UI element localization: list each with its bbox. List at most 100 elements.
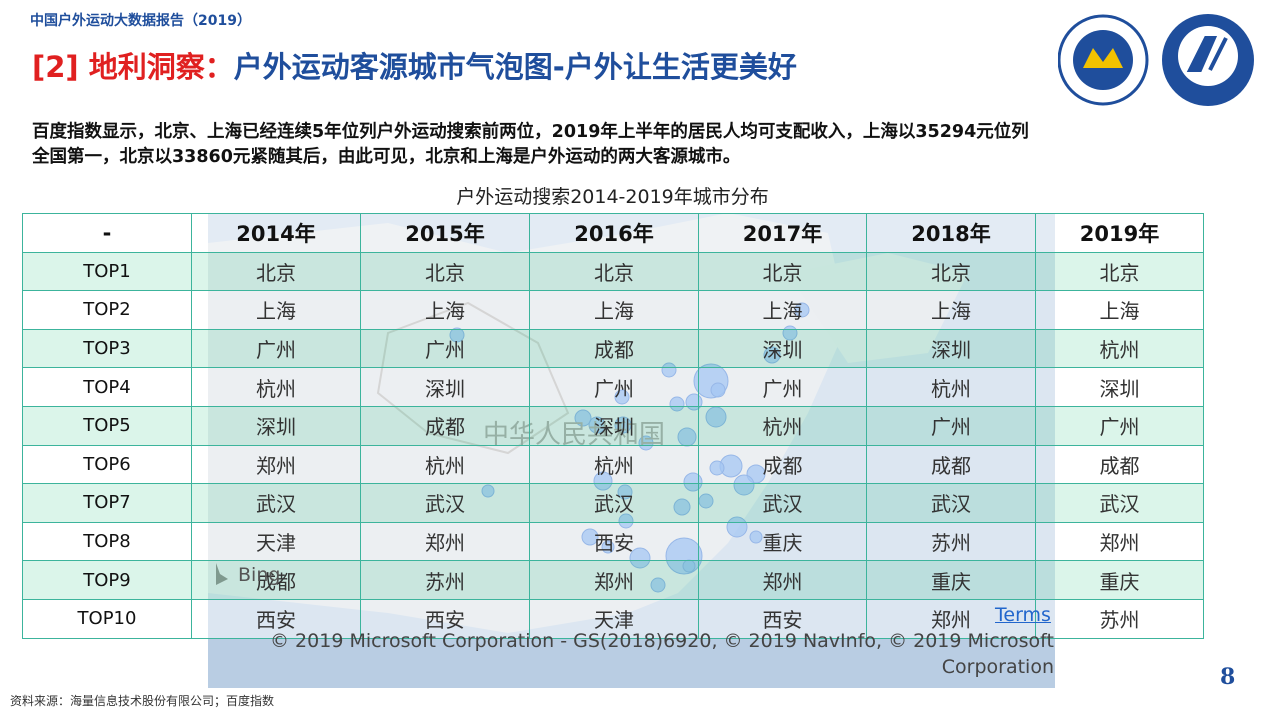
city-cell: 广州 [1035,405,1204,446]
map-terms[interactable]: Terms [995,604,1051,626]
table-row: TOP8 天津 郑州 西安 重庆 苏州 郑州 [22,521,1204,562]
city-cell: 上海 [191,290,361,330]
city-cell: 广州 [866,405,1036,446]
city-cell: 杭州 [191,367,361,407]
rank-cell: TOP5 [22,405,192,446]
city-cell: 武汉 [866,483,1036,523]
table-row: TOP9 成都 苏州 郑州 郑州 重庆 重庆 [22,560,1204,600]
city-cell: 郑州 [698,560,867,600]
logo-core [1073,30,1133,90]
city-cell: 北京 [360,251,530,292]
city-cell: 广州 [191,328,361,369]
city-cell: 深圳 [866,328,1036,369]
table-row: TOP4 杭州 深圳 广州 广州 杭州 深圳 [22,367,1204,407]
city-cell: 苏州 [1035,598,1204,639]
city-cell: 杭州 [698,405,867,446]
city-cell: 重庆 [866,560,1036,600]
city-cell: 杭州 [1035,328,1204,369]
report-label: 中国户外运动大数据报告（2019） [30,13,251,29]
city-cell: 郑州 [360,521,530,562]
city-cell: 郑州 [1035,521,1204,562]
city-cell: 杭州 [360,444,530,485]
city-cell: 北京 [1035,251,1204,292]
source-note: 资料来源：海量信息技术股份有限公司；百度指数 [10,694,275,708]
city-cell: 重庆 [698,521,867,562]
ranking-table: -2014年 2015年 2016年 2017年 2018年 2019年 TOP1 北京 北京北… [22,213,1204,639]
logo-mountain [1083,48,1123,68]
city-cell: 重庆 [1035,560,1204,600]
header-cell: 2014年 [191,213,361,253]
city-cell: 上海 [698,290,867,330]
rank-cell: TOP2 [22,290,192,330]
title-main: 户外运动客源城市气泡图-户外让生活更美好 [233,50,797,84]
city-cell: 天津 [529,598,699,639]
city-cell: 上海 [360,290,530,330]
city-cell: 成都 [191,560,361,600]
city-cell: 北京 [866,251,1036,292]
description-line: 全国第一，北京以33860元紧随其后，由此可见，北京和上海是户外运动的两大客源城… [32,147,741,167]
city-cell: 深圳 [360,367,530,407]
page-number: 8 [1220,664,1236,690]
rank-cell: TOP4 [22,367,192,407]
table-row: TOP10 西安 西安 天津 西安 郑州 苏州 [22,598,1204,639]
map-copyright: © 2019 Microsoft Corporation - GS(2018)6… [270,630,1054,652]
city-cell: 郑州 [866,598,1036,639]
city-cell: 天津 [191,521,361,562]
city-cell: 上海 [866,290,1036,330]
city-cell: 成都 [698,444,867,485]
city-cell: 深圳 [698,328,867,369]
city-cell: 广州 [529,367,699,407]
city-cell: 北京 [698,251,867,292]
header-cell: 2018年 [866,213,1036,253]
table-row: TOP5 深圳 成都 深圳 杭州 广州 广州 [22,405,1204,446]
rank-cell: TOP10 [22,598,192,639]
slide-title: [2] 地利洞察：户外运动客源城市气泡图-户外让生活更美好 [32,44,797,86]
city-cell: 成都 [866,444,1036,485]
map-copyright: Corporation [941,656,1054,678]
city-cell: 深圳 [1035,367,1204,407]
city-cell: 杭州 [866,367,1036,407]
header-cell: 2015年 [360,213,530,253]
city-cell: 成都 [1035,444,1204,485]
header-cell: 2019年 [1035,213,1204,253]
rank-cell: TOP1 [22,251,192,292]
rank-cell: TOP6 [22,444,192,485]
city-cell: 西安 [360,598,530,639]
city-cell: 深圳 [529,405,699,446]
city-cell: 苏州 [360,560,530,600]
city-cell: 北京 [191,251,361,292]
table-row: TOP3 广州 广州 成都 深圳 深圳 杭州 [22,328,1204,369]
city-cell: 武汉 [698,483,867,523]
city-cell: 上海 [529,290,699,330]
city-cell: 北京 [529,251,699,292]
city-cell: 西安 [698,598,867,639]
table-title: 户外运动搜索2014-2019年城市分布 [456,186,769,208]
city-cell: 武汉 [191,483,361,523]
header-cell: - [22,213,192,253]
city-cell: 成都 [529,328,699,369]
description-line: 百度指数显示，北京、上海已经连续5年位列户外运动搜索前两位，2019年上半年的居… [32,122,1029,142]
city-cell: 广州 [698,367,867,407]
map-provider: Bing [238,564,281,586]
logo-2-mark [1186,36,1228,72]
city-cell: 西安 [529,521,699,562]
city-cell: 苏州 [866,521,1036,562]
table-row: TOP2 上海 上海 上海 上海 上海 上海 [22,290,1204,330]
rank-cell: TOP9 [22,560,192,600]
table-row: TOP7 武汉 武汉 武汉 武汉 武汉 武汉 [22,483,1204,523]
rank-cell: TOP7 [22,483,192,523]
city-cell: 成都 [360,405,530,446]
city-cell: 武汉 [1035,483,1204,523]
title-prefix: [2] 地利洞察： [32,50,234,84]
city-cell: 武汉 [360,483,530,523]
logos [1058,14,1254,106]
rank-cell: TOP3 [22,328,192,369]
header-cell: 2016年 [529,213,699,253]
city-cell: 杭州 [529,444,699,485]
city-cell: 武汉 [529,483,699,523]
city-cell: 深圳 [191,405,361,446]
header-cell: 2017年 [698,213,867,253]
rank-cell: TOP8 [22,521,192,562]
city-cell: 郑州 [191,444,361,485]
